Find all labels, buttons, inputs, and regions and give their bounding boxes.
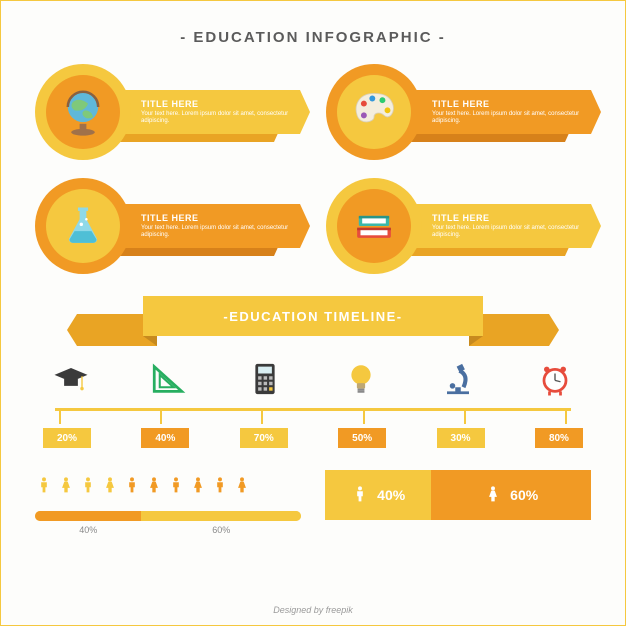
bar-label: 60% — [141, 525, 301, 535]
bar-label: 40% — [35, 525, 141, 535]
circle-item-title: TITLE HERE — [141, 213, 290, 223]
person-female-icon — [57, 470, 75, 505]
female-icon — [484, 479, 502, 512]
circle-item-body: Your text here. Lorem ipsum dolor sit am… — [141, 225, 290, 239]
timeline: 20% 40% 70% 50% 30% 80% — [35, 356, 591, 448]
timeline-heading: - EDUCATION TIMELINE - — [143, 296, 483, 336]
circle-item-3: TITLE HERE Your text here. Lorem ipsum d… — [326, 178, 591, 274]
credit-text: Designed by freepik — [1, 605, 625, 615]
bar-segment — [141, 511, 301, 521]
person-male-icon — [123, 470, 141, 505]
page-title: EDUCATION INFOGRAPHIC — [35, 29, 591, 46]
circle-item-2: TITLE HERE Your text here. Lorem ipsum d… — [35, 178, 300, 274]
clock-icon — [525, 356, 585, 402]
gender-label: 40% — [377, 487, 405, 503]
bar-segment — [35, 511, 141, 521]
gender-label: 60% — [510, 487, 538, 503]
bottom-row: 40%60% 40% 60% — [35, 470, 591, 535]
timeline-axis — [55, 408, 571, 411]
set-square-icon — [138, 356, 198, 402]
timeline-label: 50% — [338, 428, 386, 448]
timeline-tick — [565, 408, 567, 424]
globe-icon — [46, 75, 120, 149]
grad-cap-icon — [41, 356, 101, 402]
person-female-icon — [145, 470, 163, 505]
gender-split: 40% 60% — [325, 470, 591, 520]
timeline-label: 70% — [240, 428, 288, 448]
person-female-icon — [189, 470, 207, 505]
male-icon — [351, 479, 369, 512]
person-female-icon — [233, 470, 251, 505]
people-progress: 40%60% — [35, 470, 301, 535]
circle-item-body: Your text here. Lorem ipsum dolor sit am… — [432, 225, 581, 239]
timeline-tick — [464, 408, 466, 424]
progress-bar — [35, 511, 301, 521]
person-male-icon — [35, 470, 53, 505]
calculator-icon — [235, 356, 295, 402]
circle-item-body: Your text here. Lorem ipsum dolor sit am… — [141, 111, 290, 125]
bulb-icon — [331, 356, 391, 402]
timeline-label: 30% — [437, 428, 485, 448]
books-icon — [337, 189, 411, 263]
person-male-icon — [167, 470, 185, 505]
microscope-icon — [428, 356, 488, 402]
timeline-label: 20% — [43, 428, 91, 448]
person-female-icon — [101, 470, 119, 505]
person-male-icon — [211, 470, 229, 505]
timeline-heading-ribbon: - EDUCATION TIMELINE - — [77, 296, 550, 336]
timeline-tick — [160, 408, 162, 424]
circle-item-0: TITLE HERE Your text here. Lorem ipsum d… — [35, 64, 300, 160]
palette-icon — [337, 75, 411, 149]
timeline-tick — [363, 408, 365, 424]
person-male-icon — [79, 470, 97, 505]
circle-item-title: TITLE HERE — [141, 99, 290, 109]
timeline-label: 80% — [535, 428, 583, 448]
circle-item-body: Your text here. Lorem ipsum dolor sit am… — [432, 111, 581, 125]
circle-item-title: TITLE HERE — [432, 213, 581, 223]
timeline-tick — [59, 408, 61, 424]
gender-segment-female: 60% — [431, 470, 591, 520]
circle-items-grid: TITLE HERE Your text here. Lorem ipsum d… — [35, 64, 591, 274]
circle-item-1: TITLE HERE Your text here. Lorem ipsum d… — [326, 64, 591, 160]
flask-icon — [46, 189, 120, 263]
timeline-label: 40% — [141, 428, 189, 448]
timeline-tick — [261, 408, 263, 424]
gender-segment-male: 40% — [325, 470, 431, 520]
circle-item-title: TITLE HERE — [432, 99, 581, 109]
